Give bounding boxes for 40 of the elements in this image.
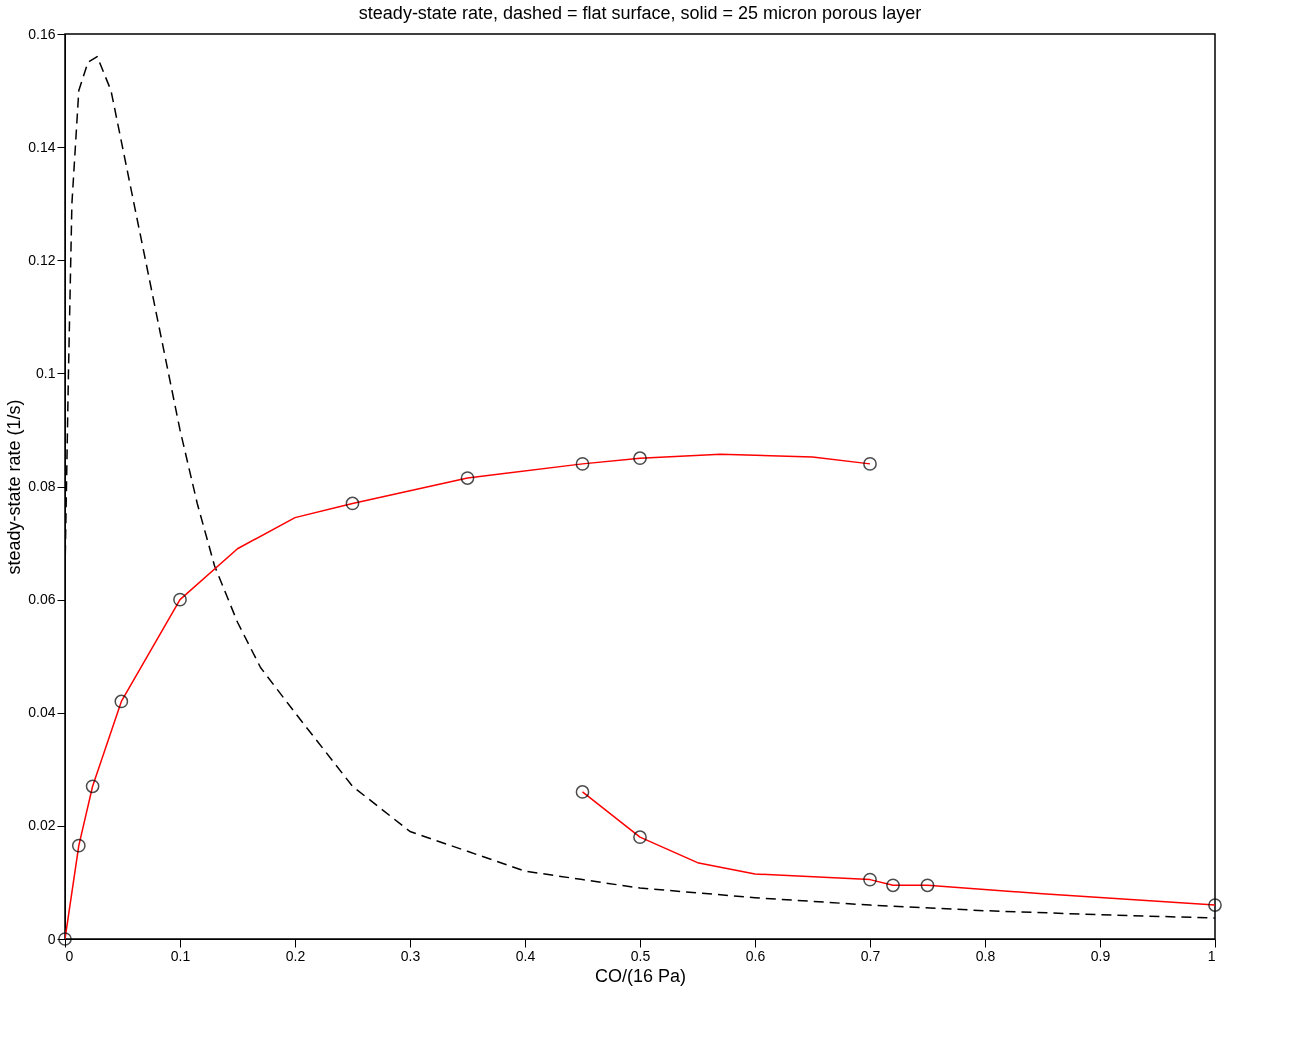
x-tick-label: 0.1: [170, 947, 191, 964]
x-tick-label: 0: [65, 947, 74, 964]
x-tick-label: 0.3: [400, 947, 421, 964]
line-series: [581, 791, 1215, 906]
y-tick-label: 0.06: [28, 591, 56, 608]
y-tick-label: 0.16: [28, 25, 56, 42]
point: [85, 779, 100, 794]
line-series: [65, 453, 871, 939]
point: [863, 457, 877, 471]
x-tick-label: 0.4: [515, 947, 536, 964]
point: [173, 592, 187, 607]
y-axis-title: steady-state rate (1/s): [4, 399, 25, 575]
chart-title: steady-state rate, dashed = flat surface, solid = 25 micron porous layer: [358, 3, 922, 23]
point: [460, 471, 475, 485]
x-tick-label: 1: [1207, 947, 1216, 964]
y-tick-label: 0.04: [28, 704, 56, 721]
y-tick-label: 0.14: [28, 138, 56, 155]
y-tick-label: 0: [47, 930, 56, 947]
y-tick-label: 0.08: [28, 478, 56, 494]
point: [575, 457, 590, 471]
point: [633, 830, 647, 845]
x-tick-label: 0.8: [975, 947, 996, 964]
point: [114, 694, 129, 709]
y-tick-label: 0.02: [28, 817, 56, 834]
point: [886, 878, 900, 893]
x-axis-title: CO/(16 Pa): [594, 965, 687, 986]
y-tick-label: 0.1: [36, 364, 56, 381]
point: [575, 785, 590, 799]
x-tick-label: 0.7: [860, 947, 881, 964]
x-tick-label: 0.6: [745, 947, 766, 964]
y-tick-label: 0.12: [28, 251, 56, 268]
x-tick-label: 0.9: [1090, 947, 1111, 964]
x-tick-label: 0.5: [630, 947, 651, 964]
point: [633, 451, 647, 466]
point: [863, 872, 877, 887]
point: [1208, 898, 1222, 912]
point: [71, 838, 86, 853]
x-tick-label: 0.2: [285, 947, 306, 964]
point: [920, 878, 935, 893]
point: [345, 496, 360, 511]
